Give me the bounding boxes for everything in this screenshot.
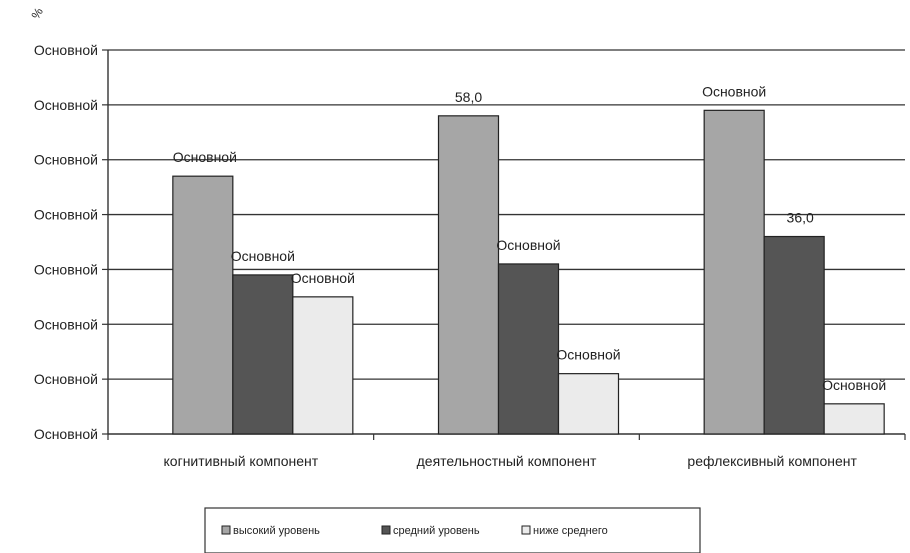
category-label: рефлексивный компонент — [687, 453, 857, 469]
category-labels: когнитивный компонент деятельностный комп… — [164, 453, 858, 469]
legend-swatch — [381, 525, 391, 535]
category-label: когнитивный компонент — [164, 453, 319, 469]
y-axis-unit-label: % — [28, 5, 46, 22]
bar — [497, 263, 560, 435]
data-label: Основной — [496, 237, 560, 253]
y-tick-label: Основной — [34, 207, 98, 223]
data-label: 58,0 — [455, 89, 482, 105]
y-tick-label: Основной — [34, 316, 98, 332]
y-tick-label: Основной — [34, 97, 98, 113]
legend-swatch — [521, 525, 531, 535]
y-tick-label: Основной — [34, 152, 98, 168]
y-tick-label: Основной — [34, 426, 98, 442]
bar — [232, 274, 294, 435]
y-tick-label: Основной — [34, 261, 98, 277]
bar — [703, 109, 765, 435]
legend: высокий уровень средний уровень ниже средн… — [204, 507, 701, 553]
y-tick-label: Основной — [34, 371, 98, 387]
data-label: Основной — [291, 270, 355, 286]
legend-entry: средний уровень — [393, 525, 480, 537]
category-label: деятельностный компонент — [417, 453, 597, 469]
bar — [823, 403, 885, 435]
bar — [763, 235, 825, 435]
data-label: Основной — [822, 377, 886, 393]
bar — [292, 296, 354, 435]
data-labels: Основной 58,0 Основной Основной Основной 36,0… — [173, 83, 887, 392]
data-label: Основной — [702, 83, 766, 99]
y-tick-labels: Основной Основной Основной Основной Основной… — [34, 42, 98, 442]
bar — [172, 175, 234, 435]
bars — [172, 109, 885, 435]
legend-swatch — [221, 525, 231, 535]
bar — [557, 373, 620, 435]
legend-box — [204, 507, 701, 553]
data-label: Основной — [556, 347, 620, 363]
bar — [437, 115, 500, 435]
data-label: Основной — [173, 149, 237, 165]
data-label: Основной — [231, 248, 295, 264]
legend-entry: ниже среднего — [533, 525, 608, 537]
y-tick-label: Основной — [34, 42, 98, 58]
data-label: 36,0 — [787, 210, 814, 226]
legend-entry: высокий уровень — [233, 525, 320, 537]
